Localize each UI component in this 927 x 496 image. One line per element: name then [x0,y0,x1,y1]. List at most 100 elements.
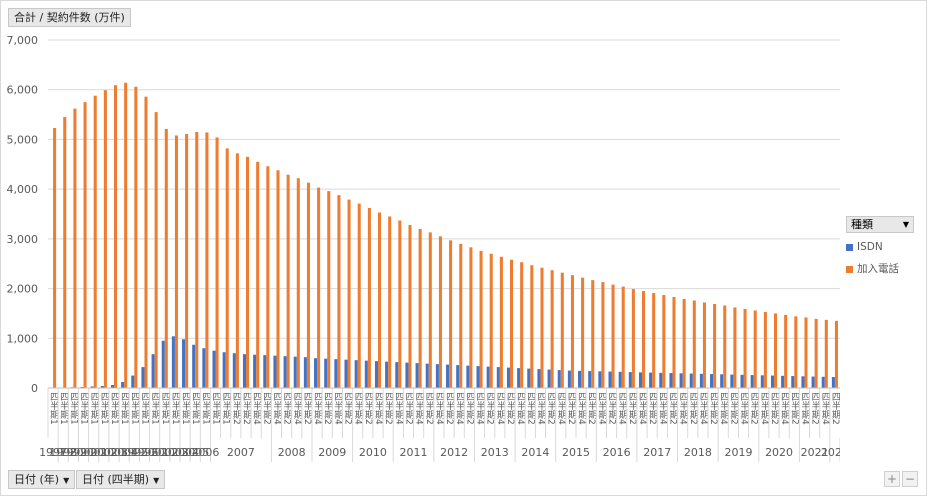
bar-landline [449,240,453,388]
x-year-label: 2014 [521,446,549,459]
x-year-label: 2012 [440,446,468,459]
x-year-label: 2005 [181,446,209,459]
x-category-label: 四半期2 [607,392,618,425]
bar-landline [114,85,118,389]
x-category-label: 四半期4 [657,392,668,425]
x-year-label: 2022 [821,446,840,459]
y-tick-label: 5,000 [7,133,39,146]
bar-isdn [760,375,764,388]
bar-landline [378,212,382,388]
x-category-label: 四半期1 [139,392,150,425]
x-category-label: 四半期4 [495,392,506,425]
x-category-label: 四半期4 [556,392,567,425]
bar-landline [286,174,290,388]
x-category-label: 四半期2 [647,392,658,425]
x-category-label: 四半期1 [79,392,90,425]
x-year-label: 2020 [765,446,793,459]
x-category-label: 四半期4 [353,392,364,425]
x-category-label: 四半期4 [312,392,323,425]
bar-isdn [415,363,419,388]
bar-isdn [720,374,724,388]
bar-landline [317,187,321,388]
bar-isdn [567,370,571,388]
x-year-label: 2021 [801,446,829,459]
bar-isdn [405,362,409,388]
bar-isdn [293,356,297,388]
legend-swatch-isdn [846,243,853,251]
bar-isdn [100,386,104,388]
bar-landline [215,137,219,388]
bar-landline [591,280,595,388]
x-year-label: 2016 [603,446,631,459]
bar-isdn [517,368,521,388]
bar-isdn [649,372,653,388]
x-category-label: 四半期4 [535,392,546,425]
bars [50,82,838,389]
gridlines [48,39,840,389]
bar-landline [560,272,564,388]
bar-isdn [273,355,277,388]
plus-icon: + [886,472,898,486]
bar-isdn [547,369,551,388]
bar-landline [367,208,371,388]
minus-icon: − [904,472,916,486]
bar-landline [469,247,473,388]
bar-isdn [192,344,196,388]
x-category-label: 四半期2 [485,392,496,425]
x-category-label: 四半期4 [292,392,303,425]
bar-landline [753,310,757,388]
bar-landline [713,303,717,388]
bar-landline [124,82,128,389]
year-field-button[interactable]: 日付 (年) ▼ [8,470,76,489]
x-category-label: 四半期2 [728,392,739,425]
x-axis: 四半期1 四半期1 四半期1 四半期1 四半期1 四半期1 四半期1 四半期1 四半期1 四半期1… [39,387,840,462]
expand-button[interactable]: + [884,471,900,487]
x-category-label: 四半期2 [424,392,435,425]
x-year-label: 2002 [90,446,118,459]
x-category-label: 四半期1 [89,392,100,425]
x-category-label: 四半期1 [170,392,181,425]
bar-landline [824,319,828,388]
y-tick-label: 7,000 [7,34,39,47]
bar-isdn [182,339,186,388]
dropdown-arrow-icon: ▼ [902,220,909,229]
dropdown-arrow-icon: ▼ [63,475,70,485]
bar-isdn [212,350,216,388]
collapse-button[interactable]: − [902,471,918,487]
bar-landline [550,270,554,388]
x-category-label: 四半期4 [434,392,445,425]
bar-landline [499,256,503,388]
dropdown-arrow-icon: ▼ [153,475,160,485]
bar-landline [63,117,67,389]
bar-landline [581,277,585,388]
y-axis: 0 1,000 2,000 3,000 4,000 5,000 6,000 7,000 [7,34,39,395]
legend-label-isdn: ISDN [857,241,883,253]
x-year-label: 2007 [227,446,255,459]
x-category-label: 四半期4 [820,392,831,425]
x-category-label: 四半期4 [251,392,262,425]
bar-isdn [770,375,774,388]
bar-landline [774,313,778,388]
bar-landline [642,291,646,388]
legend-swatch-landline [846,265,853,273]
bar-landline [489,253,493,388]
value-field-button[interactable]: 合計 / 契約件数 (万件) [8,8,131,27]
x-category-label: 四半期1 [221,392,232,425]
bar-landline [520,262,524,388]
bar-isdn [638,372,642,388]
bar-isdn [90,386,94,388]
bar-isdn [232,353,236,388]
bar-landline [195,131,199,388]
bar-landline [306,182,310,388]
x-category-label: 四半期2 [343,392,354,425]
quarter-field-button[interactable]: 日付 (四半期) ▼ [76,470,166,489]
x-category-label: 四半期4 [637,392,648,425]
bar-isdn [791,376,795,388]
legend-filter-button[interactable]: 種類 ▼ [846,216,914,233]
bar-landline [794,316,798,388]
x-category-label: 四半期2 [667,392,678,425]
x-category-label: 四半期2 [322,392,333,425]
bar-isdn [699,373,703,388]
bar-landline [256,161,260,388]
bar-isdn [750,375,754,388]
